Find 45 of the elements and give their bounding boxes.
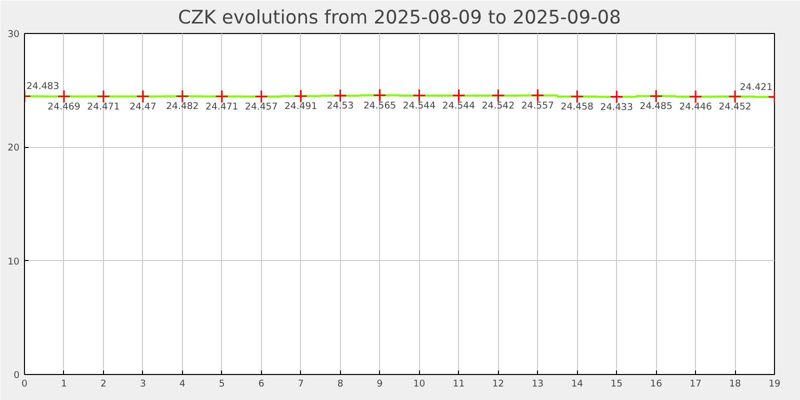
x-tick-label: 7 — [298, 378, 304, 390]
x-tick-label: 17 — [690, 378, 702, 390]
x-tick-label: 3 — [140, 378, 146, 390]
data-label: 24.471 — [87, 101, 120, 112]
y-tick-label: 20 — [8, 142, 20, 154]
data-label: 24.542 — [482, 100, 515, 112]
data-label: 24.565 — [363, 100, 396, 112]
data-label: 24.557 — [521, 100, 554, 112]
x-tick-label: 5 — [218, 378, 225, 390]
data-label: 24.446 — [679, 102, 712, 113]
data-label: 24.544 — [402, 100, 436, 112]
data-label: 24.544 — [442, 100, 476, 112]
x-tick-label: 12 — [492, 378, 504, 390]
x-tick-label: 14 — [571, 378, 584, 390]
x-tick-label: 16 — [650, 378, 662, 390]
x-tick-label: 0 — [22, 378, 28, 390]
data-label: 24.458 — [560, 101, 594, 112]
y-tick-label: 10 — [8, 256, 20, 268]
data-label: 24.471 — [206, 101, 238, 112]
data-label: 24.452 — [718, 102, 752, 113]
data-label: 24.47 — [130, 101, 156, 112]
x-tick-label: 8 — [337, 378, 344, 390]
data-label: 24.457 — [245, 102, 278, 113]
data-label: 24.421 — [740, 82, 773, 93]
x-tick-label: 4 — [179, 378, 186, 390]
data-label: 24.485 — [640, 101, 672, 112]
x-tick-label: 11 — [452, 378, 465, 390]
y-tick-label: 0 — [14, 370, 20, 381]
data-label: 24.53 — [326, 100, 354, 112]
data-label: 24.433 — [600, 102, 633, 113]
data-label: 24.469 — [48, 101, 80, 112]
data-label: 24.483 — [26, 81, 60, 92]
x-tick-label: 1 — [61, 378, 68, 390]
x-tick-label: 6 — [258, 378, 264, 390]
x-tick-label: 19 — [768, 378, 780, 390]
x-tick-label: 10 — [413, 378, 426, 390]
x-tick-label: 18 — [729, 378, 742, 390]
x-tick-label: 13 — [532, 378, 544, 390]
x-tick-label: 2 — [100, 378, 106, 390]
data-label: 24.491 — [284, 101, 318, 112]
x-tick-label: 9 — [376, 378, 383, 390]
data-label: 24.482 — [166, 101, 199, 112]
y-tick-label: 30 — [8, 29, 20, 40]
x-tick-label: 15 — [610, 378, 623, 390]
chart-title: CZK evolutions from 2025-08-09 to 2025-09-08 — [178, 8, 622, 28]
